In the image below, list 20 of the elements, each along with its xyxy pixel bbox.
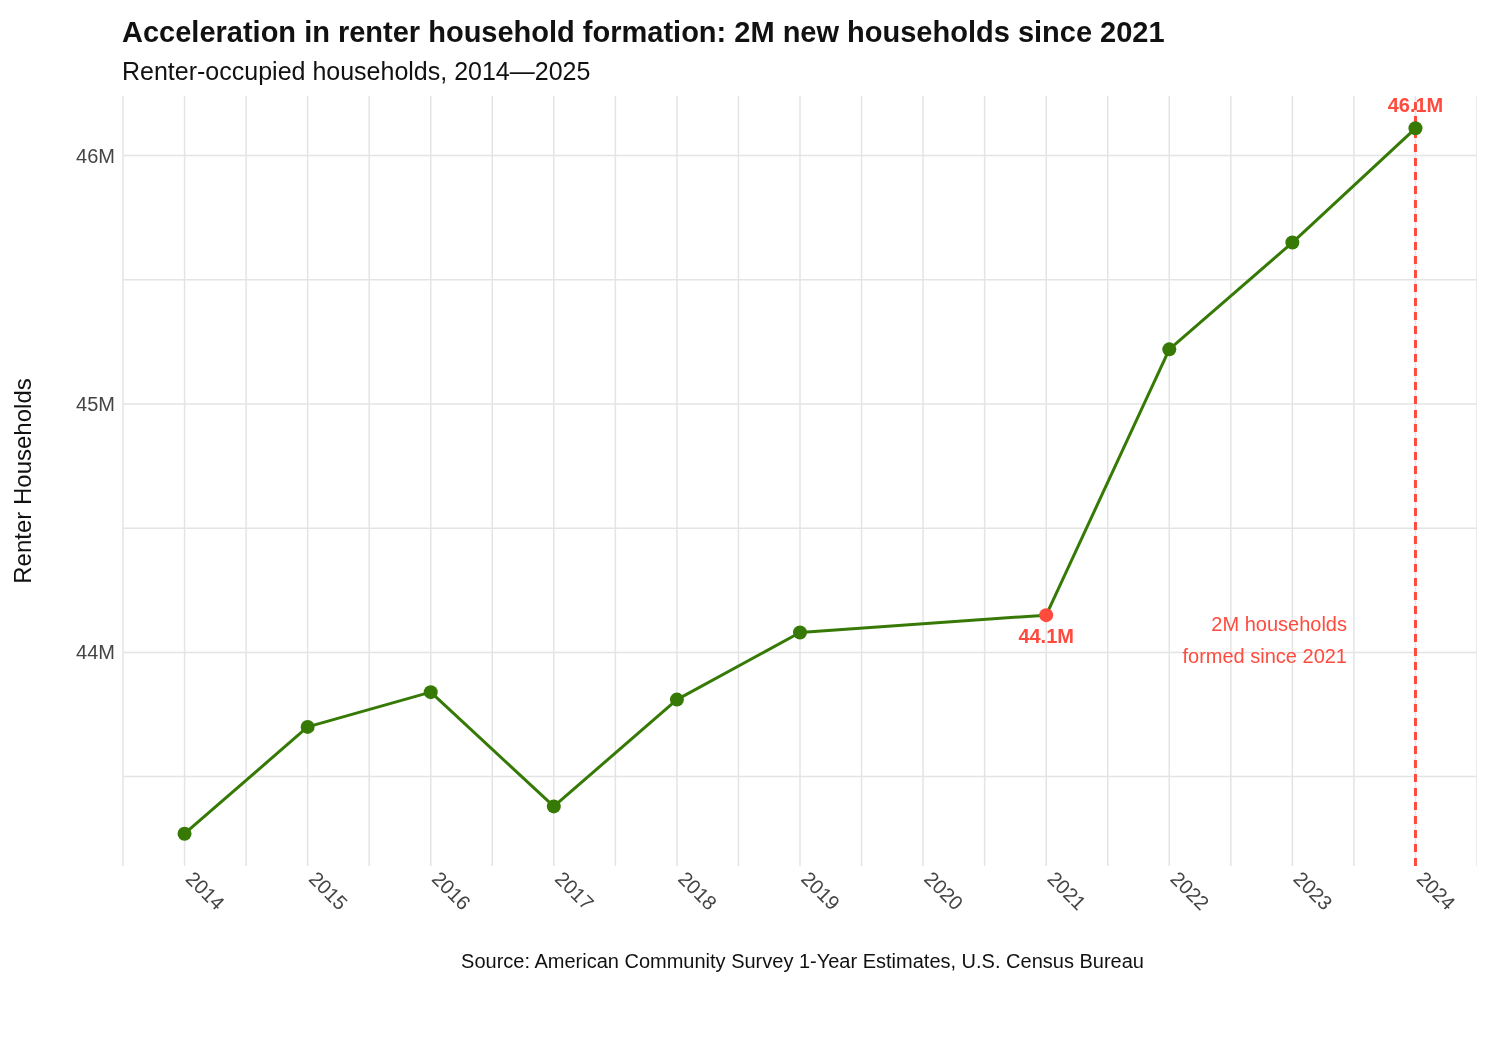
y-axis-title: Renter Households bbox=[8, 378, 36, 584]
point bbox=[669, 692, 684, 707]
point bbox=[546, 799, 561, 814]
point bbox=[1162, 342, 1177, 357]
point bbox=[1285, 235, 1300, 250]
data-label: 44.1M bbox=[1018, 625, 1074, 648]
point bbox=[1039, 608, 1054, 623]
y-tick-label: 44M bbox=[76, 641, 115, 664]
source-note: Source: American Community Survey 1-Year Estimates, U.S. Census Bureau bbox=[460, 950, 1145, 973]
point bbox=[423, 685, 438, 700]
chart-title: Acceleration in renter household formation: 2M new households since 2021 bbox=[121, 15, 1166, 49]
point bbox=[300, 719, 315, 734]
data-label: 46.1M bbox=[1387, 94, 1444, 117]
point bbox=[1408, 121, 1423, 136]
y-tick-label: 46M bbox=[76, 144, 115, 167]
point bbox=[793, 625, 807, 640]
y-tick-label: 45M bbox=[76, 393, 115, 416]
annotation: 2M households formed since 2021 bbox=[1182, 612, 1347, 669]
chart-subtitle: Renter-occupied households, 2014—2025 bbox=[121, 56, 592, 86]
point bbox=[177, 826, 192, 841]
